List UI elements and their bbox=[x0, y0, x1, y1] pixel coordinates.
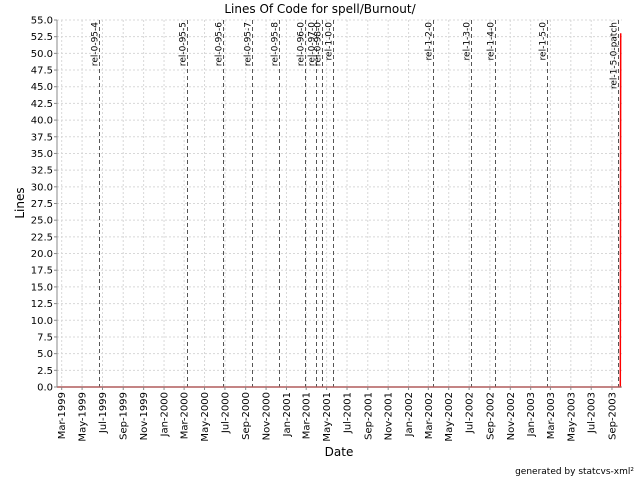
y-tick-label: 37.5 bbox=[31, 132, 53, 143]
tag-label: rel-1-2-0 bbox=[425, 22, 435, 61]
y-tick-label: 27.5 bbox=[31, 199, 53, 210]
plot-area: rel-0-95-4 rel-0-95-5 rel-0-95-6 rel-0-95-7… bbox=[31, 16, 622, 442]
x-tick-label: May-2001 bbox=[322, 392, 333, 442]
tag-label: rel-0-95-8 bbox=[271, 22, 281, 66]
x-tick-label: Jan-2000 bbox=[160, 392, 171, 437]
y-tick-label: 55.0 bbox=[31, 16, 53, 27]
y-tick-label: 50.0 bbox=[31, 49, 53, 60]
y-tick-label: 20.0 bbox=[31, 249, 53, 260]
tag-label: rel-0-95-5 bbox=[179, 22, 189, 66]
tag-label: rel-0-96-0 bbox=[297, 22, 307, 66]
y-tick-label: 25.0 bbox=[31, 216, 53, 227]
x-tick-label: May-2002 bbox=[444, 392, 455, 442]
x-tick-label: Mar-2001 bbox=[302, 392, 313, 439]
y-tick-label: 47.5 bbox=[31, 66, 53, 77]
x-tick-label: Sep-2000 bbox=[241, 392, 252, 440]
x-tick-label: May-2003 bbox=[566, 392, 577, 442]
y-tick-label: 22.5 bbox=[31, 232, 53, 243]
y-tick-label: 7.5 bbox=[37, 332, 53, 343]
y-axis-label: Lines bbox=[13, 187, 27, 218]
x-tick-label: Jul-2001 bbox=[343, 392, 354, 434]
tag-label: rel-1-5-0 bbox=[539, 22, 549, 61]
grid bbox=[57, 19, 622, 387]
x-axis-label: Date bbox=[325, 445, 354, 459]
x-tick-label: Mar-1999 bbox=[57, 392, 68, 439]
tag-label: rel-0-95-6 bbox=[215, 22, 225, 66]
y-tick-labels: 0.0 2.5 5.0 7.5 10.0 12.5 15.0 17.5 20.0 22.5 25.0… bbox=[31, 16, 57, 394]
y-tick-label: 52.5 bbox=[31, 32, 53, 43]
x-tick-label: Jul-2003 bbox=[587, 392, 598, 434]
x-tick-label: May-2000 bbox=[200, 392, 211, 442]
y-tick-label: 0.0 bbox=[37, 383, 53, 394]
y-tick-label: 5.0 bbox=[37, 349, 53, 360]
x-tick-label: Sep-2001 bbox=[363, 392, 374, 440]
tag-label: rel-1-4-0 bbox=[487, 22, 497, 61]
chart-title: Lines Of Code for spell/Burnout/ bbox=[224, 2, 416, 16]
x-tick-label: Nov-2000 bbox=[262, 392, 273, 440]
x-tick-label: Mar-2002 bbox=[424, 392, 435, 439]
y-tick-label: 42.5 bbox=[31, 99, 53, 110]
x-tick-label: Mar-2000 bbox=[180, 392, 191, 439]
y-tick-label: 45.0 bbox=[31, 82, 53, 93]
x-tick-label: Jul-1999 bbox=[98, 392, 109, 434]
x-tick-label: Nov-1999 bbox=[139, 392, 150, 440]
tag-label: rel-0-95-7 bbox=[244, 22, 254, 66]
tag-label: rel-0-97-0 bbox=[308, 22, 318, 66]
x-tick-labels: Mar-1999 May-1999 Jul-1999 Sep-1999 Nov-1999… bbox=[57, 387, 618, 442]
x-tick-label: Jan-2003 bbox=[526, 392, 537, 437]
x-tick-label: Jul-2000 bbox=[220, 392, 231, 434]
y-tick-label: 40.0 bbox=[31, 116, 53, 127]
tag-label: rel-1-3-0 bbox=[463, 22, 473, 61]
y-tick-label: 10.0 bbox=[31, 316, 53, 327]
x-tick-label: Sep-2002 bbox=[485, 392, 496, 440]
y-tick-label: 30.0 bbox=[31, 182, 53, 193]
x-tick-label: May-1999 bbox=[78, 392, 89, 442]
generator-footer: generated by statcvs-xml² bbox=[515, 467, 634, 477]
x-tick-label: Mar-2003 bbox=[546, 392, 557, 439]
plot-background bbox=[57, 20, 622, 387]
y-tick-label: 32.5 bbox=[31, 166, 53, 177]
x-tick-label: Jan-2001 bbox=[282, 392, 293, 437]
y-tick-label: 12.5 bbox=[31, 299, 53, 310]
y-tick-label: 2.5 bbox=[37, 366, 53, 377]
y-tick-label: 15.0 bbox=[31, 282, 53, 293]
tag-markers: rel-0-95-4 rel-0-95-5 rel-0-95-6 rel-0-95-7… bbox=[91, 20, 620, 387]
x-tick-label: Nov-2002 bbox=[506, 392, 517, 440]
tag-label: rel-0-98-0 bbox=[314, 22, 324, 66]
x-tick-label: Jan-2002 bbox=[404, 392, 415, 437]
y-tick-label: 35.0 bbox=[31, 149, 53, 160]
x-tick-label: Jul-2002 bbox=[465, 392, 476, 434]
tag-label: rel-0-95-4 bbox=[91, 22, 101, 66]
y-tick-label: 17.5 bbox=[31, 266, 53, 277]
x-tick-label: Nov-2001 bbox=[384, 392, 395, 440]
x-tick-label: Sep-1999 bbox=[119, 392, 130, 440]
tag-label: rel-1-5-0-patch bbox=[610, 22, 620, 89]
tag-label: rel-1-0-0 bbox=[325, 22, 335, 61]
x-tick-label: Sep-2003 bbox=[607, 392, 618, 440]
